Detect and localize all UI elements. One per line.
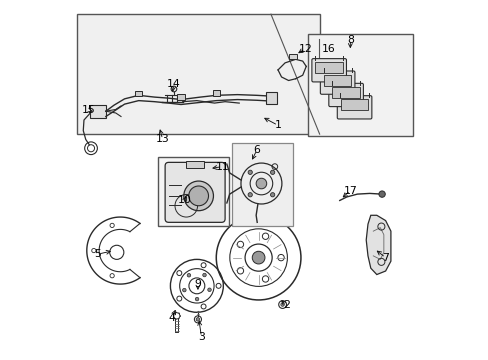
Bar: [315, 62, 342, 73]
Text: 8: 8: [346, 35, 353, 45]
Circle shape: [252, 251, 264, 264]
Bar: [307, 33, 412, 136]
Bar: [177, 94, 184, 100]
Text: 6: 6: [253, 145, 260, 155]
Circle shape: [203, 273, 206, 277]
Text: 3: 3: [198, 332, 204, 342]
Text: 16: 16: [321, 44, 335, 54]
Bar: [158, 157, 228, 226]
FancyBboxPatch shape: [165, 162, 224, 222]
Text: 11: 11: [215, 162, 229, 172]
Text: 2: 2: [282, 300, 289, 310]
Circle shape: [187, 274, 190, 277]
FancyBboxPatch shape: [311, 59, 346, 82]
Text: 10: 10: [177, 195, 191, 206]
Circle shape: [207, 288, 211, 292]
Bar: [332, 87, 359, 98]
Bar: [77, 14, 319, 134]
Bar: [212, 90, 219, 96]
Text: 12: 12: [298, 44, 311, 54]
Text: 15: 15: [81, 105, 95, 115]
Circle shape: [183, 181, 213, 211]
Bar: [323, 75, 351, 86]
Circle shape: [280, 303, 284, 306]
Bar: [90, 105, 105, 118]
Circle shape: [270, 170, 274, 174]
Circle shape: [378, 191, 385, 197]
Text: 13: 13: [156, 134, 169, 144]
Bar: [135, 91, 142, 96]
Bar: [232, 143, 292, 226]
Bar: [186, 161, 203, 168]
Circle shape: [256, 178, 266, 189]
FancyBboxPatch shape: [320, 71, 354, 94]
Text: 9: 9: [194, 279, 201, 289]
Circle shape: [247, 193, 252, 197]
Circle shape: [195, 297, 199, 301]
Bar: [289, 54, 296, 59]
Text: 1: 1: [274, 120, 281, 130]
Circle shape: [196, 318, 199, 321]
Circle shape: [247, 170, 252, 174]
Circle shape: [188, 186, 208, 206]
Text: 14: 14: [167, 79, 181, 89]
Bar: [266, 92, 276, 104]
Text: 5: 5: [95, 249, 102, 259]
Circle shape: [270, 193, 274, 197]
FancyBboxPatch shape: [328, 83, 363, 107]
Text: 4: 4: [168, 312, 175, 323]
Text: 17: 17: [343, 186, 357, 195]
FancyBboxPatch shape: [337, 96, 371, 119]
Bar: [340, 99, 367, 111]
Circle shape: [182, 288, 186, 292]
Polygon shape: [366, 215, 390, 275]
Text: 7: 7: [382, 253, 388, 262]
